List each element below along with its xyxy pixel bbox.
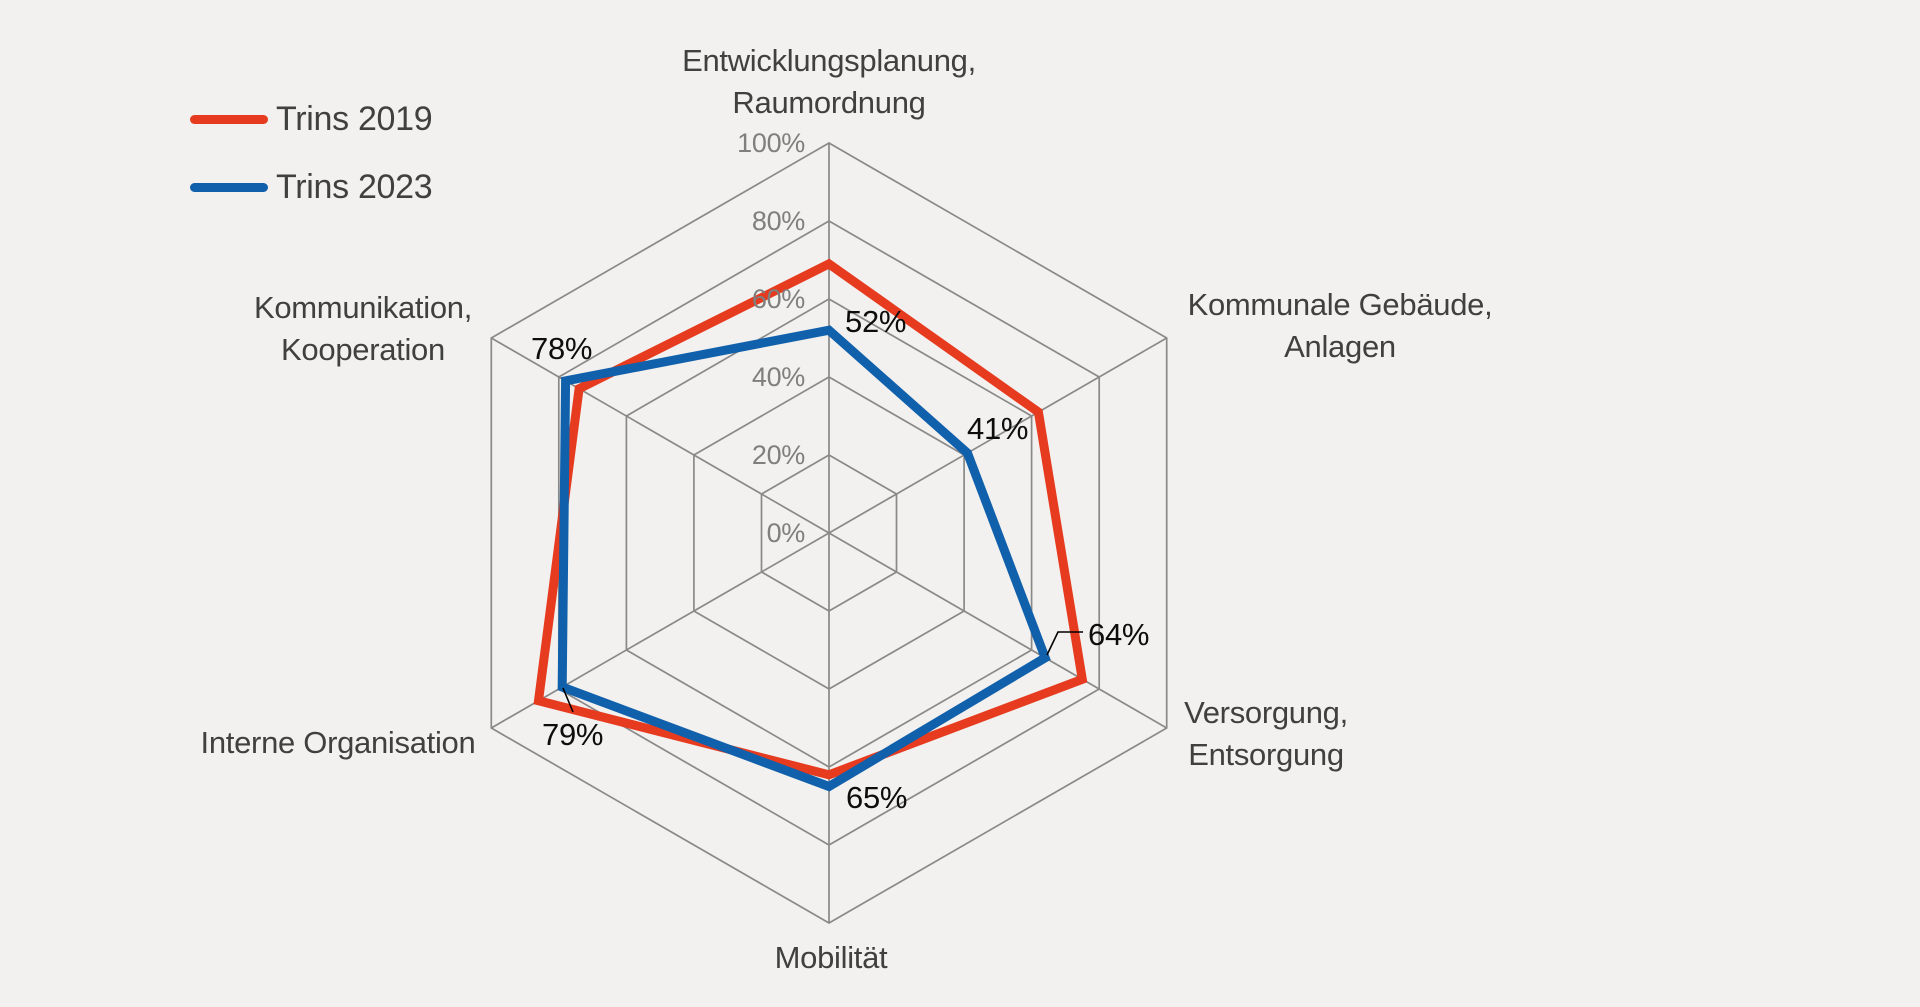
- tick-label-80: 80%: [751, 206, 805, 236]
- axis-label-entwicklungsplanung: Entwicklungsplanung, Raumordnung: [682, 43, 976, 120]
- tick-label-60: 60%: [751, 284, 805, 314]
- leader-line-64: [1046, 631, 1083, 656]
- axis-spoke-4: [490, 532, 830, 729]
- axis-label-mobilitaet: Mobilität: [774, 940, 888, 975]
- tick-label-20: 20%: [751, 440, 805, 470]
- axis-label-interne-organisation: Interne Organisation: [200, 725, 476, 760]
- axis-spoke-1: [828, 337, 1168, 534]
- data-label-mobilitaet-2023: 65%: [846, 780, 908, 815]
- data-label-kommunale-gebaeude-2023: 41%: [967, 411, 1029, 446]
- radar-series-trins-2023: [557, 325, 1051, 792]
- data-label-kommunikation-2023: 78%: [531, 331, 593, 366]
- tick-label-0: 0%: [766, 518, 806, 548]
- axis-label-kommunikation: Kommunikation, Kooperation: [253, 290, 473, 367]
- axis-label-kommunale-gebaeude: Kommunale Gebäude, Anlagen: [1187, 287, 1493, 364]
- legend-label-trins-2019: Trins 2019: [276, 100, 433, 138]
- tick-label-100: 100%: [737, 128, 805, 158]
- axis-label-versorgung: Versorgung, Entsorgung: [1184, 695, 1348, 772]
- leader-line-79: [562, 687, 574, 713]
- data-label-interne-organisation-2023: 79%: [542, 717, 604, 752]
- axis-spoke-2: [828, 532, 1168, 729]
- legend-line-trins-2023-icon: [190, 183, 268, 192]
- tick-label-40: 40%: [751, 362, 805, 392]
- data-label-entwicklungsplanung-2023: 52%: [845, 304, 907, 339]
- radar-series-trins-2019: [533, 258, 1088, 780]
- axis-spoke-5: [490, 337, 830, 534]
- legend-line-trins-2019-icon: [190, 115, 268, 124]
- data-label-versorgung-2023: 64%: [1088, 617, 1150, 652]
- legend-label-trins-2023: Trins 2023: [276, 168, 433, 206]
